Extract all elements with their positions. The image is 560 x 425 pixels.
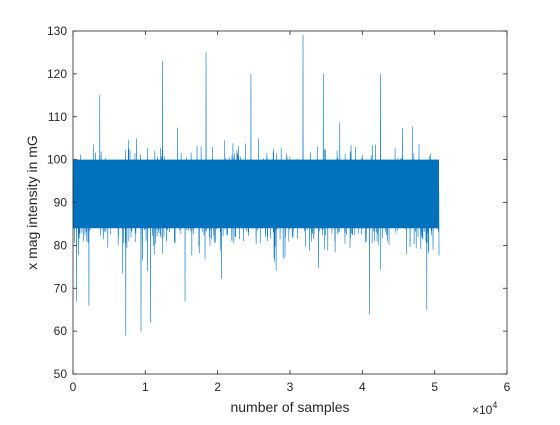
- series-layer: [72, 34, 440, 336]
- y-axis-ticks: 50 60 70 80 90 100 110 120 130: [47, 24, 507, 381]
- y-tick-label: 50: [54, 367, 68, 381]
- x-axis-exponent-power: 4: [492, 400, 497, 410]
- x-tick-label: 1: [142, 380, 149, 394]
- x-tick-label: 2: [214, 380, 221, 394]
- x-axis-ticks: 0 1 2 3 4 5 6: [70, 31, 511, 394]
- y-tick-label: 120: [47, 67, 67, 81]
- x-axis-exponent: ×104: [472, 400, 497, 417]
- y-tick-label: 80: [54, 238, 68, 252]
- y-tick-label: 100: [47, 153, 67, 167]
- y-tick-label: 130: [47, 24, 67, 38]
- y-tick-label: 60: [54, 324, 68, 338]
- y-tick-label: 70: [54, 281, 68, 295]
- x-axis-label: number of samples: [230, 399, 349, 415]
- y-tick-label: 110: [48, 110, 67, 124]
- y-tick-label: 90: [54, 196, 68, 210]
- x-tick-label: 5: [431, 380, 438, 394]
- x-axis-exponent-base: ×10: [472, 403, 493, 417]
- x-tick-label: 4: [359, 380, 366, 394]
- x-tick-label: 0: [70, 380, 77, 394]
- y-axis-label: x mag intensity in mG: [24, 135, 40, 270]
- series-line: [72, 34, 440, 336]
- x-tick-label: 6: [504, 380, 511, 394]
- x-tick-label: 3: [287, 380, 294, 394]
